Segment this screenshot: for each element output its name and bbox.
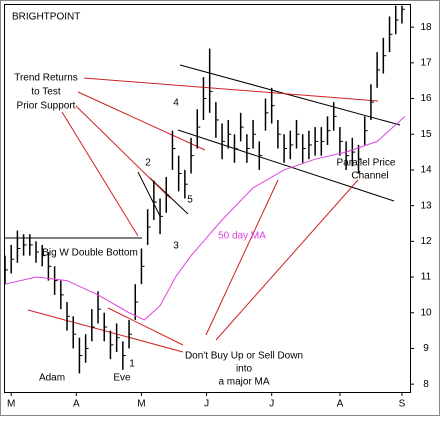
y-tick-label: 18 [420,22,432,33]
pointer [83,77,379,102]
y-tick-label: 11 [421,272,432,283]
pointer [77,91,206,151]
annotation: Prior Support [17,101,76,112]
annotation: to Test [31,87,60,98]
plot-border [4,4,411,393]
x-tick-label: A [73,399,80,410]
pointer [107,307,184,346]
annotation: Parallel Price [337,158,396,169]
pointer [61,111,139,237]
legend-entry: 50 day MA [218,231,266,242]
chart-title: BRIGHTPOINT [12,12,80,23]
pointer [27,309,184,353]
annotation: Trend Returns [14,73,78,84]
channel-lower [177,129,395,202]
x-tick-label: J [204,399,209,410]
y-tick-label: 8 [423,379,429,390]
annotation: Channel [351,171,388,182]
x-tick-label: S [399,399,406,410]
y-tick-label: 13 [420,200,432,211]
annotation: Don't Buy Up or Sell Down [185,351,303,362]
annotations: Trend Returns to Test Prior Support Big … [14,73,396,388]
x-tick-label: M [137,399,145,410]
y-tick-label: 9 [423,343,429,354]
moving-average [4,116,406,321]
y-tick-label: 12 [420,236,432,247]
point-label: 2 [145,158,151,169]
pointer [215,179,359,341]
annotation: Adam [39,373,65,384]
annotation: a major MA [218,377,269,388]
x-tick-label: M [7,399,15,410]
y-tick-label: 16 [420,93,432,104]
channel-upper [179,64,401,126]
x-tick-label: J [269,399,274,410]
point-label: 5 [187,195,193,206]
pointer [205,179,279,336]
point-label: 3 [173,241,179,252]
annotation: into [236,364,253,375]
point-label: 4 [173,98,179,109]
y-tick-label: 14 [420,165,432,176]
annotation: Eve [113,373,131,384]
point-label: 1 [129,359,135,370]
annotation: Big W Double Bottom [42,248,138,259]
trend-line [137,171,161,217]
y-tick-label: 15 [420,129,432,140]
y-tick-label: 17 [420,57,432,68]
x-tick-label: A [337,399,344,410]
y-tick-label: 10 [420,307,432,318]
